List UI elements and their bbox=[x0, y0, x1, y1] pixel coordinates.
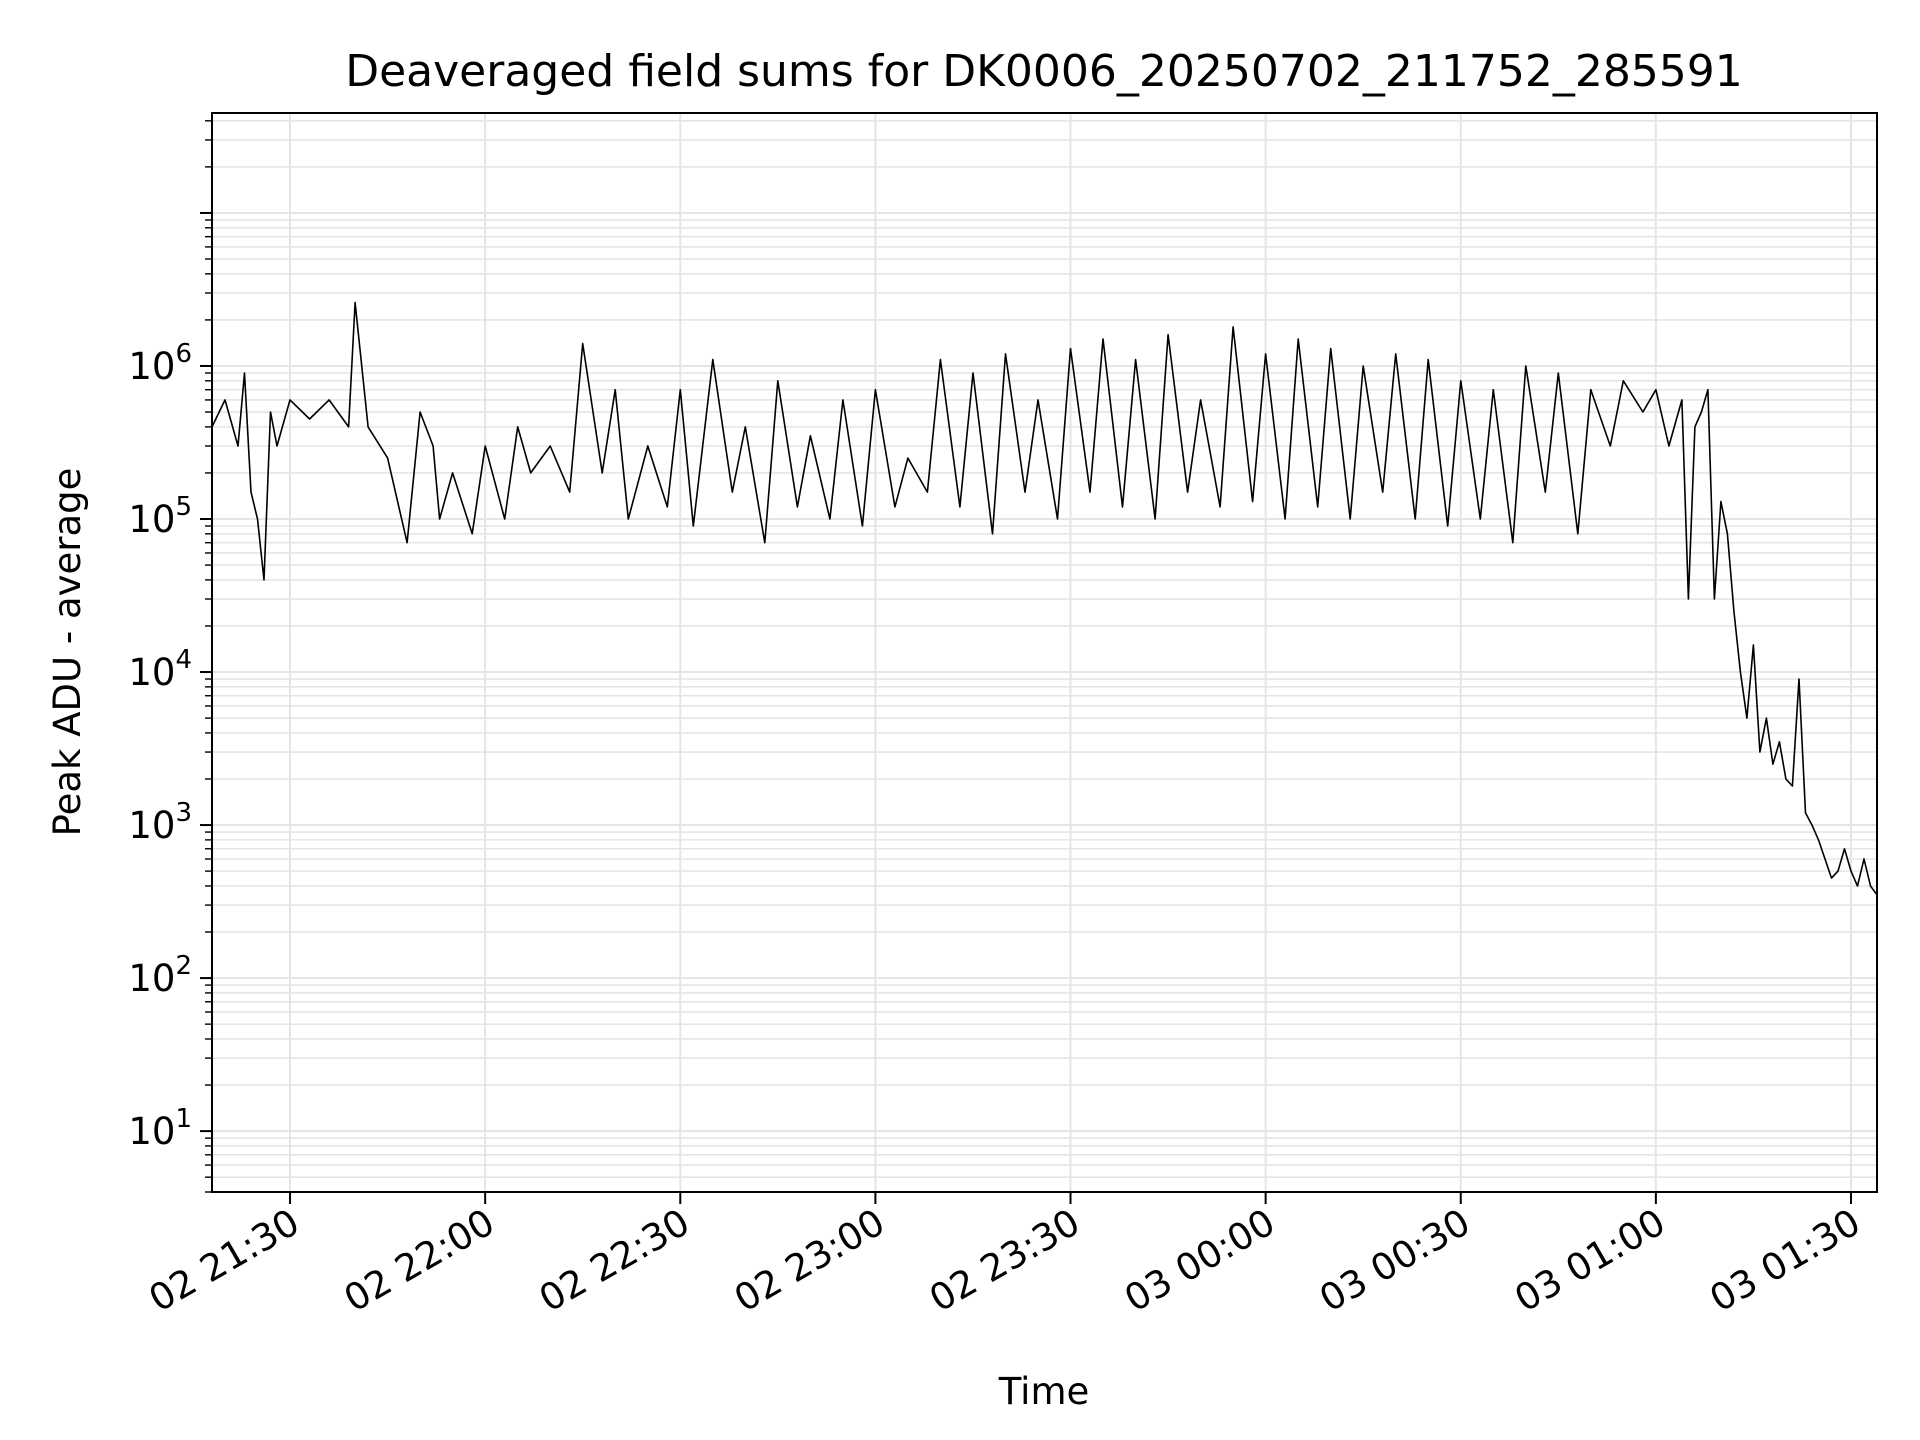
series-line bbox=[211, 301, 1878, 979]
y-tick-label: 102 bbox=[128, 951, 192, 1000]
y-tick-label: 104 bbox=[128, 645, 192, 694]
x-axis-label: Time bbox=[998, 1370, 1090, 1413]
y-tick-label: 101 bbox=[128, 1104, 192, 1153]
y-tick-label: 103 bbox=[128, 798, 192, 847]
chart-title: Deaveraged field sums for DK0006_2025070… bbox=[345, 46, 1743, 97]
y-axis-label: Peak ADU - average bbox=[46, 468, 89, 837]
grid-lines bbox=[212, 113, 1877, 1193]
y-tick-label: 106 bbox=[128, 339, 192, 388]
y-axis-ticks: 101 102 103 104 105 106 bbox=[128, 120, 212, 1193]
plot-frame bbox=[211, 112, 1878, 1193]
y-tick-label: 105 bbox=[128, 492, 192, 541]
